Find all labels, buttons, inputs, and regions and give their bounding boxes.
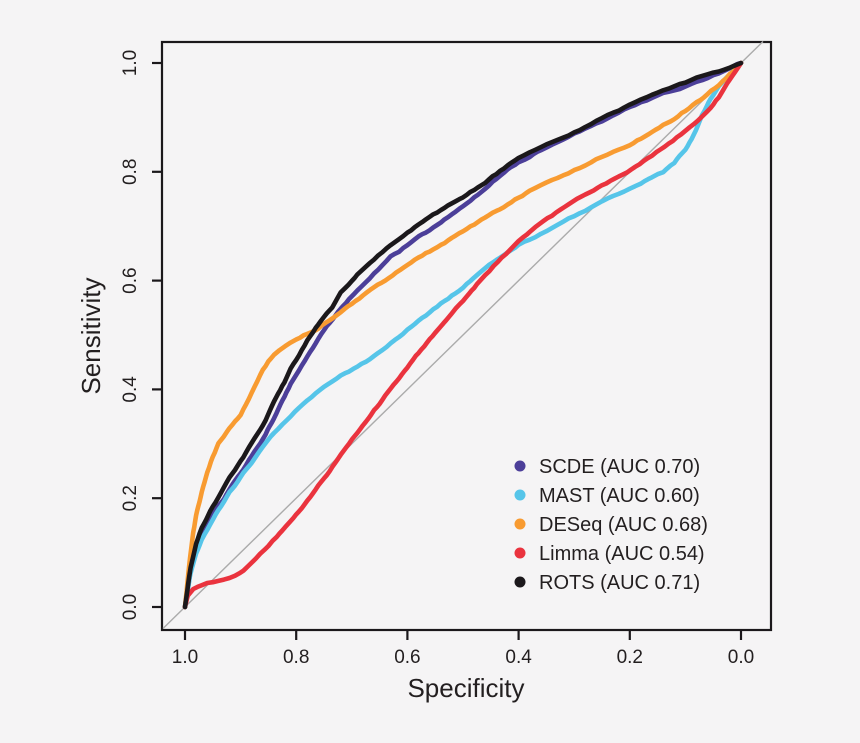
chance-diagonal-line xyxy=(162,40,764,630)
roc-curves xyxy=(182,60,744,610)
legend: SCDE (AUC 0.70) MAST (AUC 0.60) DESeq (AUC… xyxy=(514,456,708,594)
roc-curve-mast xyxy=(182,60,744,610)
legend-label-scde: SCDE (AUC 0.70) xyxy=(539,456,700,478)
y-axis-title: Sensitivity xyxy=(76,277,106,394)
legend-label-deseq: DESeq (AUC 0.68) xyxy=(539,514,708,536)
legend-label-rots: ROTS (AUC 0.71) xyxy=(539,572,700,594)
x-tick-label: 0.6 xyxy=(394,647,420,668)
plot-border xyxy=(160,40,773,632)
roc-curve-rots xyxy=(182,60,744,610)
roc-curve-limma xyxy=(182,60,744,610)
legend-dot-limma xyxy=(514,547,526,559)
x-tick-label: 0.4 xyxy=(505,647,532,668)
roc-curve-scde xyxy=(182,60,744,610)
roc-curve-deseq xyxy=(182,60,744,610)
legend-label-limma: Limma (AUC 0.54) xyxy=(539,543,705,565)
legend-dot-mast xyxy=(514,489,526,501)
y-tick-label: 0.8 xyxy=(120,159,141,185)
y-tick-label: 0.0 xyxy=(120,594,141,620)
legend-dot-scde xyxy=(514,460,526,472)
y-tick-label: 0.4 xyxy=(120,376,141,403)
legend-dot-rots xyxy=(514,576,526,588)
x-tick-label: 0.0 xyxy=(728,647,754,668)
y-tick-label: 0.2 xyxy=(120,485,141,511)
legend-dot-deseq xyxy=(514,518,526,530)
x-tick-label: 0.2 xyxy=(617,647,643,668)
y-tick-label: 0.6 xyxy=(120,267,141,293)
x-axis-ticks: 1.0 0.8 0.6 0.4 0.2 0.0 xyxy=(172,631,754,668)
x-axis-title: Specificity xyxy=(407,673,524,703)
x-tick-label: 0.8 xyxy=(283,647,309,668)
x-tick-label: 1.0 xyxy=(172,647,198,668)
y-axis-ticks: 0.0 0.2 0.4 0.6 0.8 1.0 xyxy=(120,50,161,620)
legend-label-mast: MAST (AUC 0.60) xyxy=(539,485,700,507)
y-tick-label: 1.0 xyxy=(120,50,141,76)
chance-diagonal xyxy=(162,40,764,630)
